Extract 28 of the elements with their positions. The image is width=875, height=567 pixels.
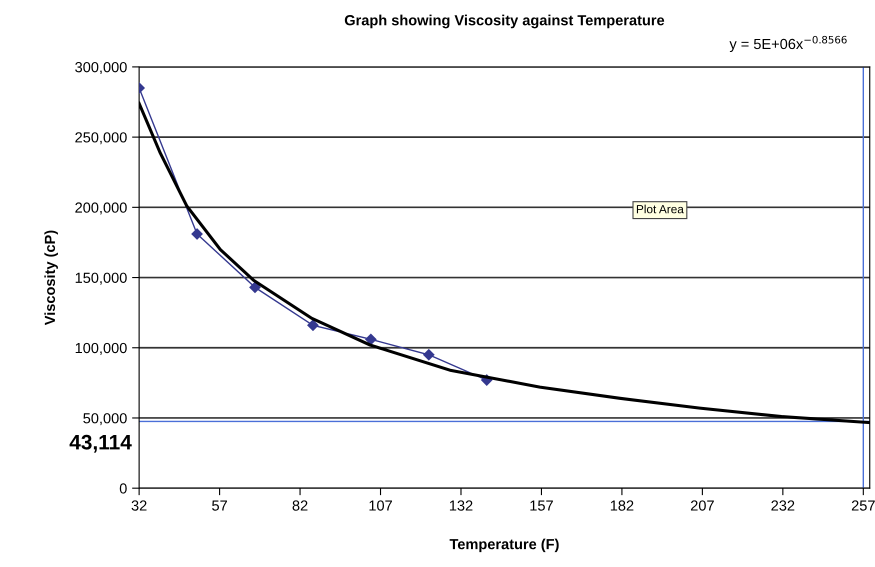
x-tick-label: 207 [690,500,714,511]
point [307,320,319,331]
point [249,282,261,293]
x-tick-label: 57 [212,500,227,511]
y-tick-label: 200,000 [75,202,127,214]
x-tick-label: 232 [771,500,794,511]
text: 43,114 [70,434,132,453]
text: y = 5E+06x$^{−0.8566}$ [729,36,847,52]
point [365,334,376,345]
x-tick-label: 32 [132,500,147,511]
x-axis-title: Temperature (F) [450,538,559,552]
point [423,349,434,360]
y-tick-label: 300,000 [75,62,127,74]
x-tick-label: 157 [530,500,553,511]
chart-title: Graph showing Viscosity against Temperature [344,14,664,28]
y-tick-label: 150,000 [76,272,127,285]
y-axis-title: Viscosity (cP) [44,230,58,326]
x-tick-label: 182 [610,500,634,511]
x-tick-label: 107 [369,500,392,511]
y-tick-label: 0 [120,483,127,494]
x-tick-label: 257 [852,500,875,511]
point [191,228,203,240]
y-tick-label: 50,000 [83,413,127,426]
x-tick-label: 82 [292,500,308,511]
y-tick-label: 250,000 [75,132,127,144]
x-tick-label: 132 [450,500,472,511]
annotation: Plot Area [636,204,684,214]
y-tick-label: 100,000 [76,342,127,355]
